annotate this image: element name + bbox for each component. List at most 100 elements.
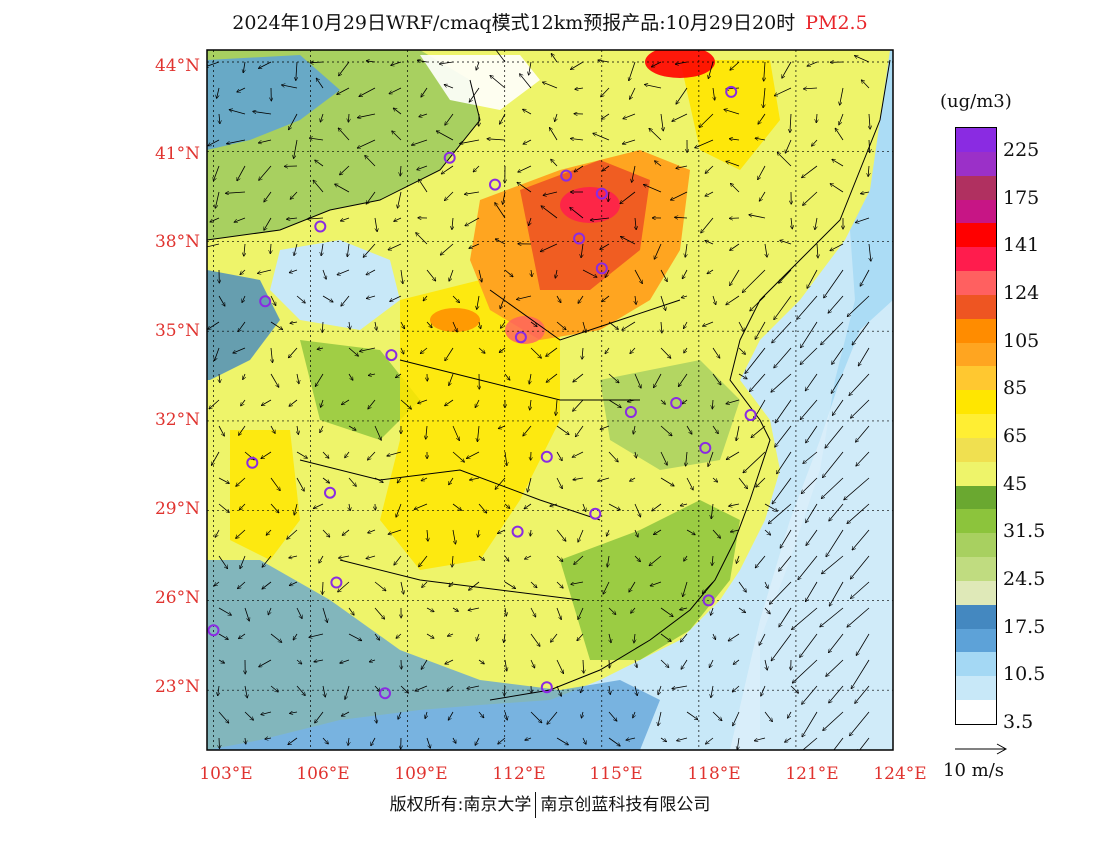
wind-arrow (774, 295, 792, 320)
wind-arrow (660, 607, 673, 617)
wind-arrow (851, 581, 870, 599)
wind-arrow (832, 347, 844, 364)
wind-arrow (708, 61, 714, 79)
wind-arrow (530, 711, 542, 723)
lon-label: 121°E (785, 764, 839, 784)
wind-arrow (649, 555, 662, 566)
wind-arrow (582, 347, 583, 359)
wind-arrow (259, 61, 272, 68)
wind-arrow (678, 373, 688, 387)
wind-arrow (546, 373, 558, 382)
wind-arrow (654, 243, 662, 259)
wind-arrow (339, 61, 350, 76)
wind-arrow (233, 347, 246, 353)
wind-arrow (288, 347, 298, 358)
wind-arrow (602, 165, 610, 171)
wind-arrow (218, 633, 228, 640)
wind-arrow (807, 61, 818, 66)
legend-label: 85 (1003, 377, 1028, 400)
wind-arrow (425, 711, 427, 719)
wind-arrow (600, 425, 610, 429)
wind-arrow (452, 425, 459, 441)
lat-label: 38°N (154, 232, 200, 252)
wind-arrow (634, 503, 641, 517)
wind-arrow (780, 240, 792, 245)
wind-arrow (869, 243, 871, 261)
wind-arrow (423, 295, 428, 301)
wind-arrow (675, 217, 688, 218)
wind-arrow (768, 503, 792, 524)
wind-arrow (498, 737, 506, 744)
wind-arrow (396, 633, 402, 638)
wind-arrow (738, 607, 746, 613)
wind-arrow (556, 399, 557, 415)
color-bar-segment (956, 628, 996, 653)
wind-arrow (296, 685, 305, 696)
wind-arrow (680, 608, 688, 610)
wind-arrow (452, 217, 453, 230)
wind-arrow (523, 139, 532, 144)
wind-arrow (322, 295, 333, 302)
wind-arrow (806, 503, 818, 523)
wind-arrow (363, 243, 376, 257)
wind-arrow (262, 555, 272, 567)
wind-arrow (855, 217, 870, 223)
wind-arrow (771, 373, 792, 392)
south-blue (207, 560, 660, 750)
wind-arrow (270, 503, 279, 513)
wind-arrow (394, 217, 402, 221)
wind-arrow (682, 399, 688, 404)
city-marker (540, 450, 553, 463)
wind-arrow (369, 660, 376, 662)
wind-arrow (393, 108, 402, 115)
wind-arrow (347, 243, 349, 257)
lon-label: 124°E (873, 764, 927, 784)
wind-arrow (801, 321, 818, 348)
wind-arrow (397, 477, 402, 483)
wind-arrow (426, 607, 434, 612)
wind-arrow (671, 191, 688, 200)
wind-arrow (478, 711, 484, 718)
wind-arrow (815, 217, 817, 230)
wind-arrow (803, 88, 818, 89)
wind-arrow (365, 155, 376, 167)
wind-arrow (852, 529, 870, 550)
wind-arrow (478, 529, 479, 537)
product-label: PM2.5 (805, 12, 868, 34)
wind-arrow (608, 191, 609, 202)
wind-arrow (680, 504, 688, 506)
wind-arrow (505, 659, 507, 671)
wind-arrow (806, 529, 818, 546)
lat-label: 26°N (154, 588, 200, 608)
wind-arrow (630, 87, 636, 99)
wind-arrow (869, 113, 870, 129)
wind-arrow (761, 685, 766, 696)
wind-arrow (265, 738, 272, 739)
wind-arrow (608, 503, 620, 510)
color-bar-segment (956, 676, 996, 701)
wind-arrow (530, 581, 537, 588)
wind-arrow (240, 269, 246, 275)
wind-arrow (398, 191, 402, 208)
wind-arrow (218, 711, 229, 723)
wind-arrow (806, 425, 818, 443)
wind-arrow (294, 243, 298, 256)
wind-arrow (504, 373, 510, 380)
wind-arrow (529, 373, 531, 384)
wind-arrow (803, 191, 818, 205)
wind-arrow (217, 87, 220, 98)
lat-label: 44°N (154, 56, 200, 76)
wind-arrow (634, 555, 640, 562)
wind-arrow (400, 165, 401, 176)
wind-arrow (349, 503, 350, 511)
wind-arrow (802, 685, 818, 704)
wind-arrow (660, 269, 667, 282)
color-bar-segment (956, 700, 996, 725)
wind-arrow (779, 269, 792, 283)
wind-arrow (712, 295, 716, 305)
wind-arrow (677, 737, 688, 741)
wind-arrow (821, 321, 844, 345)
wind-arrow (289, 269, 298, 273)
wind-arrow (651, 61, 662, 67)
wind-arrow (607, 529, 610, 536)
